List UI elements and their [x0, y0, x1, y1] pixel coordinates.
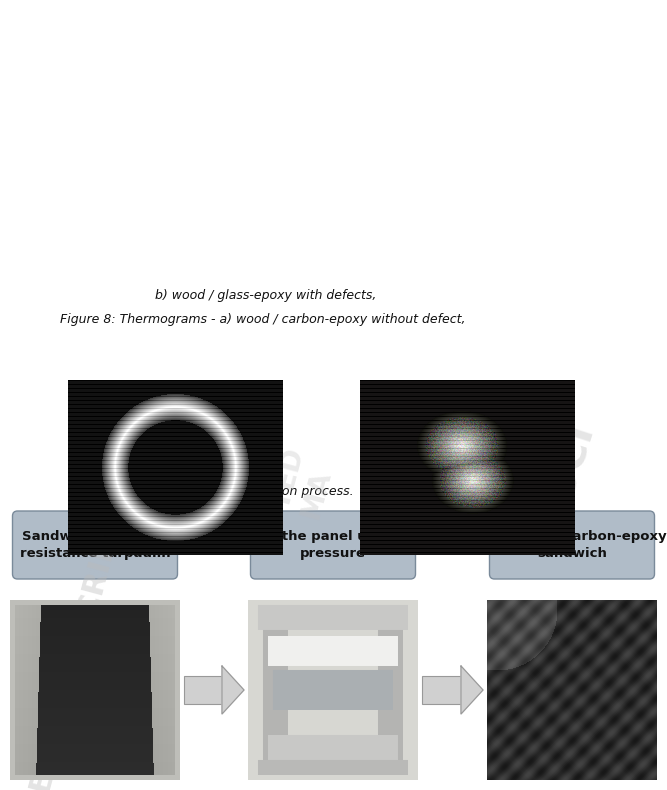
Text: Final wood/carbon-epoxy
sandwich: Final wood/carbon-epoxy sandwich — [478, 530, 666, 560]
FancyBboxPatch shape — [490, 511, 654, 579]
Text: ACCEPTED MANUSCRIPT: ACCEPTED MANUSCRIPT — [0, 516, 127, 790]
Text: b) wood / glass-epoxy with defects,: b) wood / glass-epoxy with defects, — [155, 289, 376, 303]
Text: Sandwich with high
resistance tarpaulin: Sandwich with high resistance tarpaulin — [20, 530, 170, 560]
FancyBboxPatch shape — [13, 511, 177, 579]
Text: PTED
MA: PTED MA — [260, 443, 340, 537]
Text: Curing the panel under high
pressure: Curing the panel under high pressure — [227, 530, 438, 560]
Text: SCI: SCI — [538, 417, 602, 502]
FancyBboxPatch shape — [251, 511, 416, 579]
Bar — [422, 676, 461, 704]
Polygon shape — [461, 666, 483, 714]
Text: Figure 8: Thermograms - a) wood / carbon-epoxy without defect,: Figure 8: Thermograms - a) wood / carbon… — [60, 314, 466, 326]
Text: Figure 7. Thermo-compression process.: Figure 7. Thermo-compression process. — [106, 486, 354, 498]
Polygon shape — [222, 666, 244, 714]
Bar — [184, 676, 222, 704]
